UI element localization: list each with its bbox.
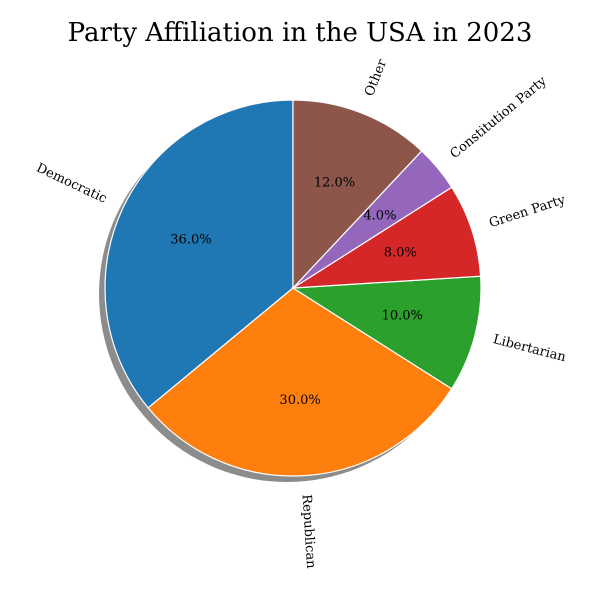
pct-label-constitution-party: 4.0% bbox=[363, 209, 396, 224]
category-label-democratic: Democratic bbox=[34, 161, 109, 207]
category-label-republican: Republican bbox=[298, 494, 318, 570]
pie-slices bbox=[104, 99, 482, 477]
pie-slice-other bbox=[292, 99, 423, 290]
category-label-constitution-party: Constitution Party bbox=[448, 73, 551, 162]
category-label-green-party: Green Party bbox=[487, 192, 568, 231]
pie-slice-republican bbox=[147, 287, 453, 477]
category-label-libertarian: Libertarian bbox=[491, 332, 567, 365]
pct-label-libertarian: 10.0% bbox=[382, 309, 423, 324]
pct-label-other: 12.0% bbox=[314, 176, 355, 191]
pie-slice-green-party bbox=[292, 186, 482, 289]
pct-label-republican: 30.0% bbox=[279, 393, 320, 408]
pct-label-democratic: 36.0% bbox=[170, 232, 211, 247]
pct-label-green-party: 8.0% bbox=[384, 246, 417, 261]
category-label-other: Other bbox=[362, 57, 390, 99]
chart-title: Party Affiliation in the USA in 2023 bbox=[67, 18, 533, 48]
pie-slice-libertarian bbox=[291, 275, 482, 390]
pie-slice-democratic bbox=[104, 99, 294, 409]
